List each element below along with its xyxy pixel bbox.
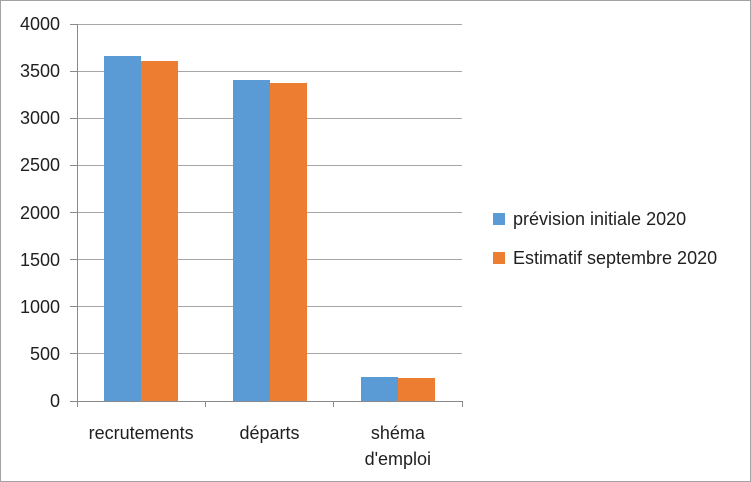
bar	[397, 378, 435, 401]
y-axis-tick	[70, 353, 77, 355]
bar	[104, 56, 142, 401]
y-axis-tick	[70, 23, 77, 25]
gridline	[77, 70, 462, 72]
legend-item: Estimatif septembre 2020	[493, 247, 717, 269]
legend: prévision initiale 2020 Estimatif septemb…	[493, 208, 717, 286]
legend-swatch-icon	[493, 252, 505, 264]
category-label: shéma d'emploi	[364, 423, 432, 469]
x-axis-tick	[76, 401, 78, 407]
x-axis-tick	[461, 401, 463, 407]
y-tick-label: 1500	[19, 249, 60, 270]
y-axis-tick	[70, 259, 77, 261]
y-tick-label: 2500	[19, 155, 60, 176]
y-axis-tick	[70, 306, 77, 308]
bar	[141, 60, 179, 401]
legend-label: Estimatif septembre 2020	[513, 247, 718, 268]
bar	[269, 83, 307, 401]
y-tick-label: 3500	[19, 61, 60, 82]
gridline	[77, 23, 462, 25]
y-axis-tick	[70, 400, 77, 402]
x-axis-tick	[333, 401, 335, 407]
y-axis-tick	[70, 212, 77, 213]
y-tick-label: 500	[29, 343, 60, 364]
y-axis-tick	[70, 70, 77, 72]
legend-label: prévision initiale 2020	[513, 208, 687, 229]
y-tick-label: 2000	[19, 202, 60, 223]
legend-swatch-icon	[493, 213, 505, 225]
category-label: recrutements	[88, 423, 194, 443]
y-tick-label: 1000	[19, 296, 60, 317]
y-tick-label: 3000	[19, 108, 60, 129]
legend-item: prévision initiale 2020	[493, 208, 717, 230]
y-tick-label: 0	[49, 391, 60, 411]
y-axis-tick	[70, 117, 77, 119]
category-label: départs	[239, 423, 300, 443]
x-axis-line	[77, 401, 463, 402]
y-axis-tick	[70, 164, 77, 166]
y-tick-label: 4000	[19, 14, 60, 34]
y-axis-line	[77, 24, 78, 402]
x-axis-tick	[204, 401, 206, 407]
bar	[360, 377, 398, 401]
bar	[232, 79, 270, 401]
